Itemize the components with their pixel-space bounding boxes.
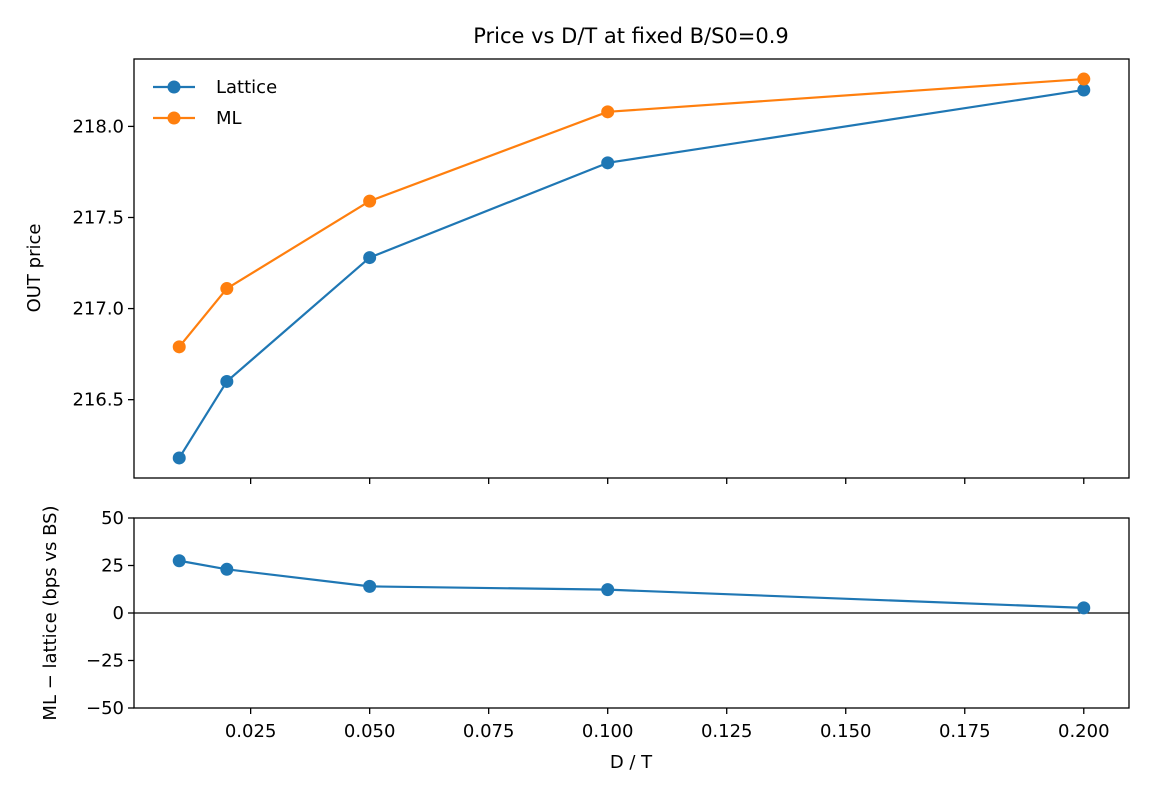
legend-label-lattice: Lattice [216,77,277,98]
bottom-x-tick-label: 0.025 [225,721,277,742]
bottom-y-tick-label: −25 [86,651,124,672]
top-y-tick-label: 217.0 [72,299,124,320]
top-y-tick-label: 218.0 [72,116,124,137]
top-series-1-point-3 [601,105,615,119]
top-series-0-point-3 [601,156,615,170]
bottom-y-tick-label: 50 [101,508,124,529]
top-axes-frame [133,58,1130,479]
bottom-y-tick-label: 25 [101,556,124,577]
top-series-0-point-0 [172,451,186,465]
bottom-x-tick-label: 0.200 [1058,721,1110,742]
bottom-x-tick-label: 0.175 [939,721,991,742]
top-chart-ylabel: OUT price [24,224,45,313]
bottom-series-0-point-2 [363,579,377,593]
bottom-series-0-point-4 [1077,601,1091,615]
top-series-1-point-1 [220,282,234,296]
bottom-x-tick-label: 0.075 [463,721,515,742]
bottom-series-0-point-3 [601,583,615,597]
top-series-0-point-1 [220,374,234,388]
legend-marker-lattice [167,80,181,94]
top-series-1-point-4 [1077,72,1091,86]
bottom-x-tick-label: 0.125 [701,721,753,742]
bottom-x-tick-label: 0.150 [820,721,872,742]
top-series-1-point-0 [172,340,186,354]
bottom-series-0-point-1 [220,562,234,576]
bottom-plot-area: −50 −25 0 25 50 0.025 0.050 0.075 0.100 0.125 0.15… [86,508,1130,742]
bottom-x-tick-label: 0.100 [582,721,634,742]
bottom-y-tick-label: −50 [86,698,124,719]
top-series-0-point-2 [363,251,377,265]
legend: Lattice ML [153,77,277,129]
bottom-chart-xlabel: D / T [610,752,653,773]
top-y-tick-label: 216.5 [72,390,124,411]
legend-label-ml: ML [216,108,242,129]
bottom-chart-ylabel: ML − lattice (bps vs BS) [40,505,61,720]
top-series-1-point-2 [363,194,377,208]
bottom-series-0-point-0 [172,554,186,568]
top-chart-title: Price vs D/T at fixed B/S0=0.9 [473,24,789,48]
bottom-x-tick-label: 0.050 [344,721,396,742]
top-y-tick-label: 217.5 [72,207,124,228]
legend-marker-ml [167,111,181,125]
bottom-y-tick-label: 0 [113,603,124,624]
top-series-0-point-4 [1077,83,1091,97]
top-plot-area: 216.5 217.0 217.5 218.0 [72,58,1130,484]
